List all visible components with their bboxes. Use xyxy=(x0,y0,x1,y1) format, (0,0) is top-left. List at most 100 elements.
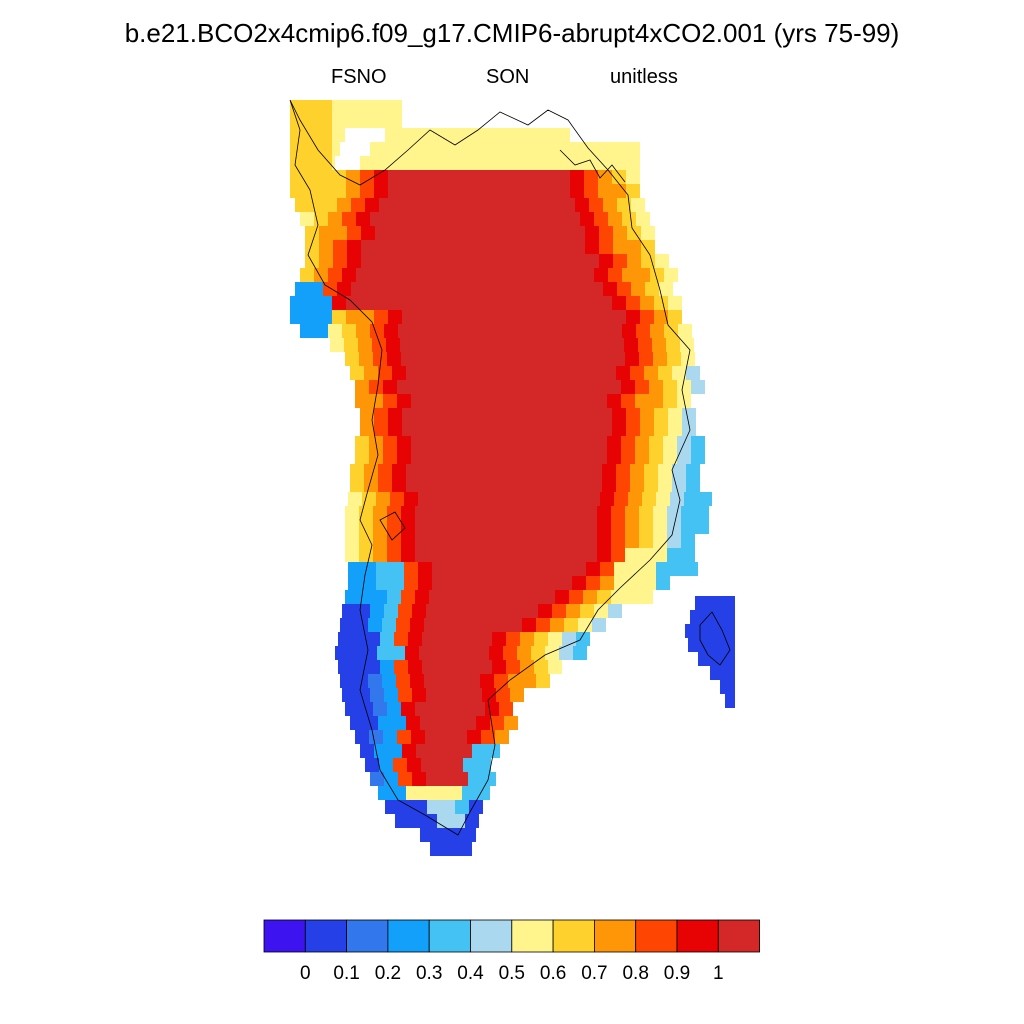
map-cell xyxy=(628,562,642,576)
map-cell xyxy=(566,604,580,618)
colorbar-boxes xyxy=(263,919,760,953)
map-cell xyxy=(672,366,686,380)
map-cell xyxy=(499,352,513,366)
map-cell xyxy=(429,506,443,520)
map-cell xyxy=(373,352,387,366)
map-cell xyxy=(472,184,486,198)
map-cell xyxy=(490,464,504,478)
map-cell xyxy=(378,786,392,800)
map-cell xyxy=(394,660,408,674)
map-cell xyxy=(318,184,332,198)
map-cell xyxy=(430,744,444,758)
map-cell xyxy=(430,142,444,156)
map-cell xyxy=(641,226,655,240)
map-cell xyxy=(524,212,538,226)
map-cell xyxy=(500,128,514,142)
map-cell xyxy=(455,800,469,814)
map-cell xyxy=(448,464,462,478)
map-cell xyxy=(449,758,463,772)
map-cell xyxy=(374,408,388,422)
map-cell xyxy=(454,688,468,702)
map-cell xyxy=(360,156,374,170)
map-cell xyxy=(415,590,429,604)
map-cell xyxy=(570,310,584,324)
map-cell xyxy=(405,646,419,660)
map-cell xyxy=(458,422,472,436)
map-cell xyxy=(557,226,571,240)
map-cell xyxy=(515,240,529,254)
map-cell xyxy=(548,632,562,646)
map-cell xyxy=(612,310,626,324)
map-cell xyxy=(650,268,664,282)
map-cell xyxy=(417,254,431,268)
map-cell xyxy=(547,282,561,296)
map-cell xyxy=(528,170,542,184)
map-cell xyxy=(377,646,391,660)
map-cell xyxy=(370,268,384,282)
map-cell xyxy=(544,562,558,576)
map-cell xyxy=(403,254,417,268)
map-cell xyxy=(476,716,490,730)
map-cell xyxy=(406,464,420,478)
map-cell xyxy=(471,534,485,548)
colorbar-tick-label: 0.1 xyxy=(333,963,359,984)
map-cell xyxy=(421,758,435,772)
map-cell xyxy=(559,646,573,660)
map-cell xyxy=(580,268,594,282)
map-cell xyxy=(373,590,387,604)
map-cell-island xyxy=(720,680,735,694)
map-cell xyxy=(514,408,528,422)
colorbar-tick-label: 0.5 xyxy=(499,963,525,984)
map-cell xyxy=(401,534,415,548)
map-cell xyxy=(500,184,514,198)
map-cell xyxy=(585,226,599,240)
map-cell xyxy=(541,590,555,604)
map-cell xyxy=(583,520,597,534)
map-cell xyxy=(625,352,639,366)
map-cell xyxy=(485,590,499,604)
map-cell xyxy=(585,254,599,268)
map-cell xyxy=(459,254,473,268)
map-cell xyxy=(579,380,593,394)
map-cell xyxy=(557,254,571,268)
map-cell xyxy=(518,464,532,478)
map-cell xyxy=(420,716,434,730)
map-cell xyxy=(612,422,626,436)
map-cell xyxy=(436,632,450,646)
map-cell xyxy=(486,170,500,184)
map-cell xyxy=(584,310,598,324)
map-cell xyxy=(523,436,537,450)
map-cell xyxy=(691,450,705,464)
map-cell xyxy=(416,744,430,758)
map-cell xyxy=(305,226,319,240)
map-cell xyxy=(641,254,655,268)
map-cell xyxy=(346,100,360,114)
map-cell xyxy=(352,660,366,674)
map-cell xyxy=(652,338,666,352)
map-cell xyxy=(458,128,472,142)
map-cell xyxy=(345,590,359,604)
map-cell xyxy=(375,226,389,240)
map-cell xyxy=(593,436,607,450)
map-cell xyxy=(516,576,530,590)
map-cell xyxy=(445,226,459,240)
map-cell xyxy=(412,772,426,786)
map-cell xyxy=(593,394,607,408)
map-cell xyxy=(383,380,397,394)
map-cell xyxy=(462,716,476,730)
map-cell xyxy=(323,198,337,212)
map-cell xyxy=(318,170,332,184)
map-cell xyxy=(431,240,445,254)
map-cell xyxy=(486,128,500,142)
map-cell xyxy=(378,366,392,380)
map-cell xyxy=(658,478,672,492)
map-cell xyxy=(565,450,579,464)
map-cell xyxy=(373,702,387,716)
map-cell xyxy=(356,604,370,618)
map-cell xyxy=(513,548,527,562)
map-cell xyxy=(318,310,332,324)
colorbar-tick-label: 0.6 xyxy=(540,963,566,984)
map-cell xyxy=(554,338,568,352)
map-cell xyxy=(635,380,649,394)
map-cell xyxy=(382,618,396,632)
